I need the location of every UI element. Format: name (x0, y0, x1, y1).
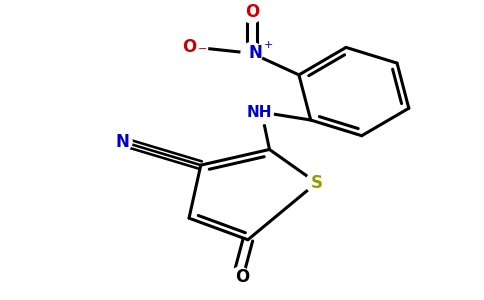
Text: N: N (115, 133, 129, 151)
Circle shape (112, 132, 132, 152)
Circle shape (250, 100, 273, 124)
Circle shape (186, 37, 208, 58)
Text: O: O (245, 3, 259, 21)
Text: N: N (249, 44, 263, 62)
Text: S: S (311, 174, 322, 192)
Circle shape (241, 43, 263, 64)
Circle shape (306, 172, 327, 194)
Text: +: + (264, 40, 273, 50)
Text: NH: NH (247, 105, 272, 120)
Text: O: O (182, 38, 196, 56)
Circle shape (230, 267, 250, 287)
Text: O: O (235, 268, 249, 286)
Text: −: − (198, 44, 207, 54)
Circle shape (241, 1, 263, 23)
